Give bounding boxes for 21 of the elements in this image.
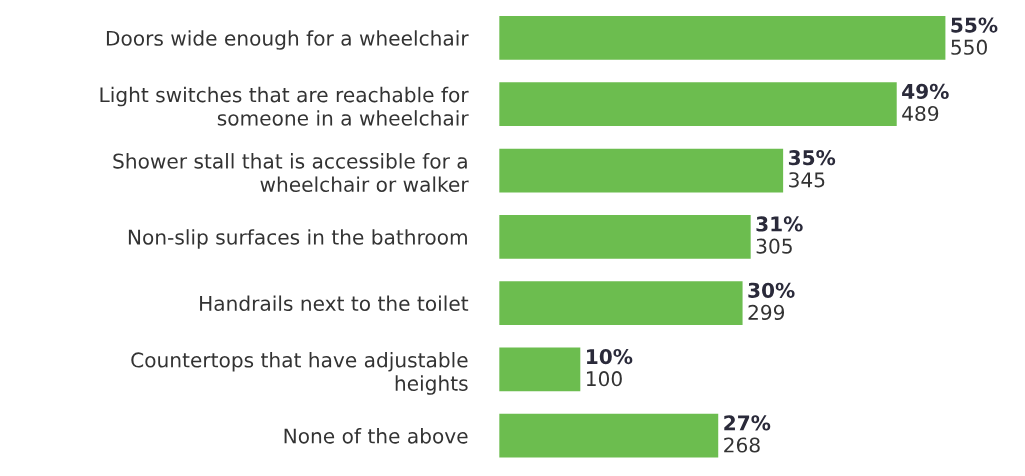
bar <box>499 214 751 259</box>
y-tick-label: Shower stall that is accessible for a wheelchair or walker <box>113 153 469 193</box>
bar <box>499 347 581 392</box>
y-tick-label: Non-slip surfaces in the bathroom <box>128 229 467 249</box>
bar <box>499 148 784 193</box>
data-label: 31% 305 <box>756 216 803 254</box>
data-label: 55% 550 <box>951 17 998 55</box>
bar <box>499 281 743 325</box>
data-label: 49% 489 <box>902 83 949 122</box>
bar <box>499 82 897 127</box>
data-label: 30% 299 <box>748 282 795 321</box>
data-label: 10% 100 <box>586 348 633 387</box>
data-label: 27% 268 <box>724 415 771 453</box>
y-tick-label: Doors wide enough for a wheelchair <box>106 30 469 50</box>
y-tick-label: Countertops that have adjustable heights <box>131 352 468 395</box>
bar <box>499 413 719 458</box>
y-tick-label: None of the above <box>284 428 468 444</box>
bar <box>499 16 946 60</box>
data-label: 35% 345 <box>788 150 836 188</box>
y-tick-label: Light switches that are reachable for someone in a wheelchair <box>100 86 469 126</box>
y-tick-label: Handrails next to the toilet <box>200 295 469 312</box>
